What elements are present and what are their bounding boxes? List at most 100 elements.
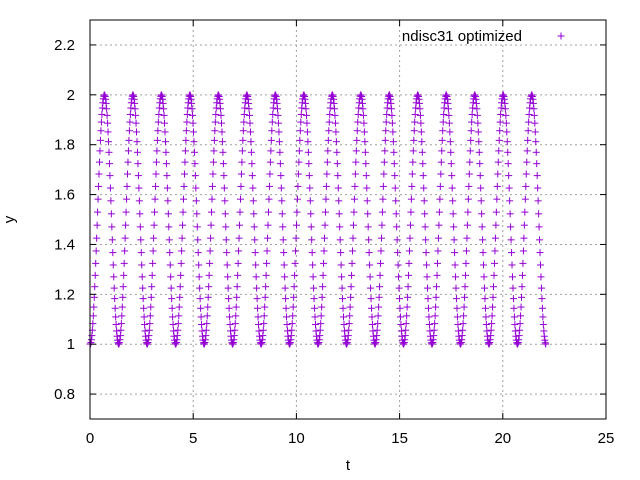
data-point <box>465 182 473 190</box>
data-point <box>249 197 257 205</box>
data-point <box>236 208 244 216</box>
data-point <box>98 110 106 118</box>
data-point <box>261 303 269 311</box>
data-point <box>408 182 416 190</box>
data-point <box>90 293 98 301</box>
data-point <box>518 271 526 279</box>
data-point <box>138 261 146 269</box>
data-point <box>105 138 113 146</box>
data-point <box>167 273 175 281</box>
data-point <box>209 170 217 178</box>
data-point <box>263 247 271 255</box>
data-point <box>160 105 168 113</box>
data-point <box>416 111 424 119</box>
data-point <box>497 110 505 118</box>
data-point <box>189 119 197 127</box>
data-point <box>325 127 333 135</box>
data-point <box>347 283 355 291</box>
data-point <box>533 160 541 168</box>
data-point <box>307 210 315 218</box>
data-point <box>450 223 458 231</box>
data-point <box>240 110 248 118</box>
data-point <box>517 303 525 311</box>
data-point <box>95 182 103 190</box>
data-point <box>438 147 446 155</box>
data-point <box>525 118 533 126</box>
data-point <box>283 321 291 329</box>
data-point <box>250 223 258 231</box>
data-point <box>305 160 313 168</box>
data-point <box>290 283 298 291</box>
data-point <box>320 247 328 255</box>
data-point <box>208 195 216 203</box>
data-point <box>388 119 396 127</box>
data-point <box>359 111 367 119</box>
data-point <box>225 304 233 312</box>
data-point <box>180 170 188 178</box>
data-point <box>408 170 416 178</box>
data-point <box>134 160 142 168</box>
data-point <box>406 221 414 229</box>
data-point <box>236 195 244 203</box>
data-point <box>169 321 177 329</box>
data-series <box>86 91 550 348</box>
data-point <box>536 236 544 244</box>
data-point <box>245 105 253 113</box>
data-point <box>502 119 510 127</box>
data-point <box>532 138 540 146</box>
data-point <box>91 283 99 291</box>
data-point <box>365 249 373 257</box>
data-point <box>197 313 205 321</box>
data-point <box>509 295 517 303</box>
data-point <box>124 147 132 155</box>
data-point <box>519 247 527 255</box>
data-point <box>226 321 234 329</box>
data-point <box>480 261 488 269</box>
data-point <box>218 128 226 136</box>
data-point <box>373 326 381 334</box>
data-point <box>349 221 357 229</box>
data-point <box>167 284 175 292</box>
data-point <box>324 147 332 155</box>
data-point <box>274 111 282 119</box>
x-tick-label: 10 <box>288 430 305 447</box>
data-point <box>311 321 319 329</box>
data-point <box>166 249 174 257</box>
data-point <box>468 110 476 118</box>
data-point <box>353 136 361 144</box>
data-point <box>210 147 218 155</box>
data-point <box>496 118 504 126</box>
data-point <box>289 312 297 320</box>
data-point <box>179 208 187 216</box>
data-point <box>393 236 401 244</box>
data-point <box>319 283 327 291</box>
data-point <box>124 158 132 166</box>
data-point <box>365 236 373 244</box>
data-point <box>107 210 115 218</box>
data-point <box>380 158 388 166</box>
data-point <box>206 247 214 255</box>
data-point <box>95 170 103 178</box>
data-point <box>297 118 305 126</box>
data-point <box>282 295 290 303</box>
data-point <box>274 105 282 113</box>
data-point <box>445 111 453 119</box>
data-point <box>289 303 297 311</box>
data-point <box>238 147 246 155</box>
data-point <box>378 221 386 229</box>
data-point <box>462 271 470 279</box>
data-point <box>288 320 296 328</box>
data-point <box>533 172 541 180</box>
data-point <box>126 110 134 118</box>
data-point <box>94 208 102 216</box>
data-point <box>405 247 413 255</box>
data-point <box>440 110 448 118</box>
data-point <box>496 127 504 135</box>
data-point <box>407 208 415 216</box>
data-point <box>396 304 404 312</box>
data-point <box>226 313 234 321</box>
data-point <box>479 236 487 244</box>
data-point <box>277 184 285 192</box>
data-point <box>292 234 300 242</box>
data-point <box>447 160 455 168</box>
